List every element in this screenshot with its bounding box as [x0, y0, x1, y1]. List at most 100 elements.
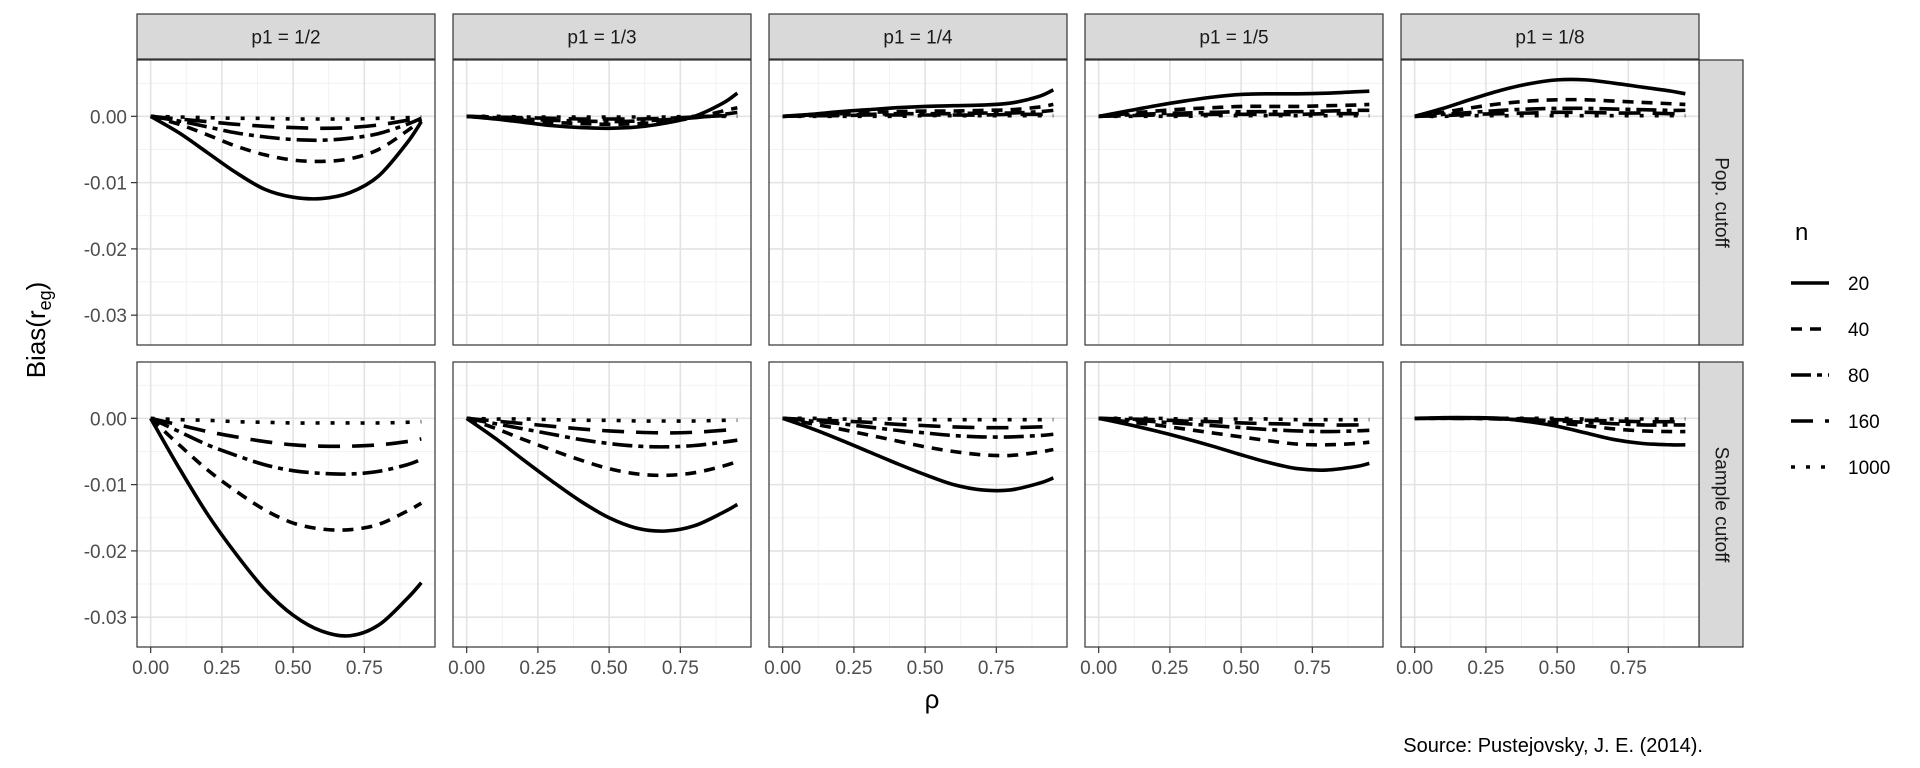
series-line-n20 [1098, 416, 1370, 472]
legend: n 20 40 80 160 1000 [1791, 219, 1890, 479]
y-tick-label: -0.01 [84, 174, 127, 195]
series-line-n1000 [150, 416, 422, 425]
series-line-n1000 [466, 416, 738, 423]
legend-label: 160 [1848, 412, 1880, 433]
x-tick-label: 0.50 [275, 658, 312, 679]
x-tick-label: 0.75 [1294, 658, 1331, 679]
x-tick-label: 0.50 [591, 658, 628, 679]
series-line-n20 [465, 416, 739, 533]
strip-box [1084, 13, 1384, 60]
legend-item-40: 40 [1791, 320, 1869, 341]
x-tick-label: 0.25 [1151, 658, 1188, 679]
x-tick-label: 0.25 [203, 658, 240, 679]
strip-label: p1 = 1/4 [883, 28, 953, 49]
y-axis-pop-cutoff: 0.00 -0.01 -0.02 -0.03 [84, 107, 137, 327]
series-line-n80 [782, 416, 1054, 439]
y-tick-label: -0.02 [84, 542, 127, 563]
strip-box [136, 13, 436, 60]
panel-background [1401, 60, 1699, 345]
x-tick-label: 0.25 [835, 658, 872, 679]
strip-box [1400, 13, 1700, 60]
x-tick-label: 0.25 [519, 658, 556, 679]
x-tick-label: 0.00 [132, 658, 169, 679]
series-line-n1000 [1098, 113, 1370, 119]
series-line-n1000 [1414, 113, 1686, 119]
panel-background [1085, 362, 1383, 647]
panel-border [1400, 361, 1700, 648]
row-strip-sample-cutoff: Sample cutoff [1698, 361, 1744, 648]
strip-p1-1-4: p1 = 1/4 [768, 13, 1068, 60]
panel-background [453, 362, 751, 647]
legend-label: 20 [1848, 274, 1869, 295]
series-line-n1000 [782, 113, 1054, 119]
strip-label: p1 = 1/8 [1515, 28, 1584, 49]
panel-sample-cutoff-p1-1-3 [452, 361, 752, 648]
y-axis-title-close: ) [21, 282, 51, 291]
panel-pop-cutoff-p1-1-8 [1400, 59, 1700, 346]
strip-p1-1-2: p1 = 1/2 [136, 13, 436, 60]
x-axis-title: ρ [925, 684, 940, 714]
series-line-n20 [782, 416, 1054, 493]
x-tick-label: 0.50 [1223, 658, 1260, 679]
panel-background [1085, 60, 1383, 345]
series-line-n1000 [1098, 416, 1370, 422]
panel-pop-cutoff-p1-1-3 [452, 59, 752, 346]
y-tick-label: -0.03 [84, 608, 127, 629]
x-tick-label: 0.00 [764, 658, 801, 679]
series-line-n40 [149, 417, 423, 532]
panel-background [137, 362, 435, 647]
legend-label: 40 [1848, 320, 1869, 341]
row-strip-pop-cutoff: Pop. cutoff [1698, 59, 1744, 346]
panel-background [1401, 362, 1699, 647]
axes-layer: 0.00 -0.01 -0.02 -0.03 0.00 -0.01 -0.02 -0.03 0.… [84, 107, 1647, 679]
y-axis-title-subscript: eg [35, 290, 55, 310]
series-line-n1000 [1414, 416, 1686, 421]
strip-label: p1 = 1/5 [1199, 28, 1268, 49]
y-tick-label: -0.01 [84, 476, 127, 497]
strip-p1-1-8: p1 = 1/8 [1400, 13, 1700, 60]
x-axis-p1-1-4: 0.00 0.25 0.50 0.75 [764, 647, 1015, 679]
panel-border [1400, 59, 1700, 346]
panel-border [136, 361, 436, 648]
y-tick-label: -0.03 [84, 306, 127, 327]
series-line-n160 [150, 114, 422, 131]
series-line-n80 [149, 416, 422, 476]
series-line-n20 [1414, 77, 1686, 119]
panel-border [768, 59, 1068, 346]
panel-pop-cutoff-p1-1-4 [768, 59, 1068, 346]
series-line-n40 [1098, 416, 1370, 447]
panel-background [769, 362, 1067, 647]
row-strip-label: Sample cutoff [1711, 447, 1732, 564]
panel-background [453, 60, 751, 345]
series-line-n20 [149, 417, 423, 638]
y-tick-label: -0.02 [84, 240, 127, 261]
x-tick-label: 0.75 [662, 658, 699, 679]
panel-border [1084, 59, 1384, 346]
panel-border [768, 361, 1068, 648]
panels-layer: p1 = 1/2 p1 = 1/3 p1 = 1/4 p1 = 1/5 p1 = 1/8… [136, 13, 1744, 648]
legend-item-80: 80 [1791, 366, 1869, 387]
legend-label: 1000 [1848, 458, 1890, 479]
x-tick-label: 0.75 [1610, 658, 1647, 679]
x-tick-label: 0.75 [346, 658, 383, 679]
panel-background [137, 60, 435, 345]
strip-label: p1 = 1/3 [567, 28, 636, 49]
panel-pop-cutoff-p1-1-2 [136, 59, 436, 346]
series-line-n1000 [466, 114, 738, 119]
series-line-n80 [150, 114, 423, 143]
row-strip-box [1698, 361, 1744, 648]
x-tick-label: 0.75 [978, 658, 1015, 679]
panel-sample-cutoff-p1-1-4 [768, 361, 1068, 648]
legend-label: 80 [1848, 366, 1869, 387]
y-axis-title-main: Bias(r [21, 310, 51, 378]
series-line-n40 [1098, 102, 1370, 119]
panel-sample-cutoff-p1-1-5 [1084, 361, 1384, 648]
source-caption: Source: Pustejovsky, J. E. (2014). [1403, 735, 1703, 757]
x-tick-label: 0.00 [1396, 658, 1433, 679]
strip-box [768, 13, 1068, 60]
legend-title: n [1795, 219, 1808, 246]
legend-item-20: 20 [1791, 274, 1869, 295]
y-axis-title: Bias(reg) [21, 282, 55, 379]
strip-p1-1-5: p1 = 1/5 [1084, 13, 1384, 60]
